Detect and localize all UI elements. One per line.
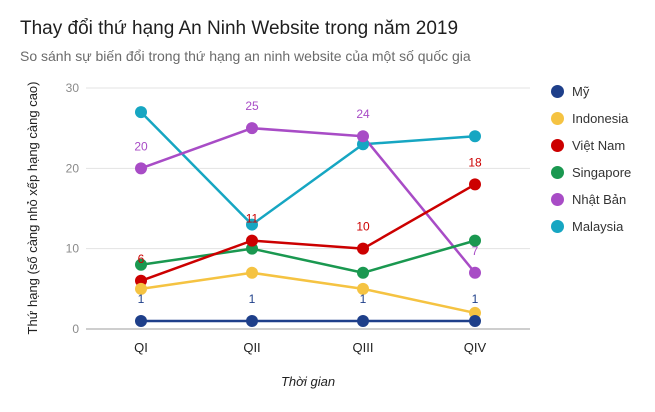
series-line	[140, 239, 476, 275]
legend-item[interactable]: Việt Nam	[551, 132, 631, 159]
data-label: 20	[134, 139, 148, 153]
x-tick-label: QI	[134, 340, 148, 355]
series-line	[140, 126, 476, 274]
legend-marker-icon	[551, 139, 564, 152]
data-point	[357, 314, 369, 327]
legend-label: Nhật Bản	[572, 192, 627, 207]
data-point	[135, 314, 147, 327]
legend-label: Việt Nam	[572, 138, 626, 153]
series-line	[140, 111, 476, 226]
data-point	[246, 314, 258, 327]
legend-item[interactable]: Mỹ	[551, 78, 631, 105]
legend-label: Mỹ	[572, 84, 590, 99]
data-point	[469, 314, 481, 327]
legend-item[interactable]: Indonesia	[551, 105, 631, 132]
data-point	[246, 266, 258, 279]
legend-label: Malaysia	[572, 219, 624, 234]
data-point	[246, 218, 258, 231]
legend-marker-icon	[551, 193, 564, 206]
data-point	[135, 162, 147, 175]
data-label: 11	[246, 212, 259, 226]
series-line	[140, 271, 476, 315]
chart-title: Thay đổi thứ hạng An Ninh Website trong …	[20, 18, 459, 39]
data-label: 18	[468, 155, 482, 169]
series-line	[140, 183, 476, 282]
legend-label: Singapore	[572, 165, 632, 180]
legend-marker-icon	[551, 220, 564, 233]
chart-subtitle: So sánh sự biến đổi trong thứ hạng an ni…	[20, 48, 471, 64]
data-point	[357, 266, 369, 279]
data-point	[469, 234, 481, 247]
y-tick-label: 30	[66, 81, 80, 95]
y-tick-label: 10	[66, 242, 80, 256]
data-point	[469, 130, 481, 143]
data-point	[135, 282, 147, 295]
legend-item[interactable]: Singapore	[551, 159, 631, 186]
y-axis-label: Thứ hạng (số càng nhỏ xếp hạng càng cao)	[25, 82, 40, 335]
data-point	[246, 234, 258, 247]
legend: Mỹ Indonesia Việt Nam Singapore Nhật Bản Mala…	[551, 78, 631, 240]
legend-marker-icon	[551, 85, 564, 98]
data-label: 1	[472, 292, 479, 306]
data-label: 24	[356, 107, 370, 121]
x-tick-label: QII	[243, 340, 260, 355]
data-point	[469, 266, 481, 279]
legend-item[interactable]: Malaysia	[551, 213, 631, 240]
x-axis-label: Thời gian	[281, 374, 335, 389]
data-label: 10	[356, 220, 370, 234]
data-point	[135, 106, 147, 119]
data-label: 6	[138, 252, 145, 266]
legend-marker-icon	[551, 112, 564, 125]
legend-label: Indonesia	[572, 111, 629, 126]
legend-item[interactable]: Nhật Bản	[551, 186, 631, 213]
data-label: 1	[360, 292, 367, 306]
data-point	[357, 282, 369, 295]
data-label: 25	[245, 99, 259, 113]
y-tick-label: 20	[66, 161, 80, 175]
data-point	[246, 122, 258, 135]
data-point	[135, 258, 147, 271]
data-label: 1	[138, 292, 145, 306]
x-tick-label: QIII	[353, 340, 374, 355]
data-point	[357, 242, 369, 255]
x-tick-label: QIV	[464, 340, 487, 355]
legend-marker-icon	[551, 166, 564, 179]
data-label: 1	[249, 292, 256, 306]
data-point	[469, 178, 481, 191]
data-label: 7	[472, 244, 479, 258]
y-tick-label: 0	[72, 322, 79, 336]
data-point	[357, 130, 369, 143]
